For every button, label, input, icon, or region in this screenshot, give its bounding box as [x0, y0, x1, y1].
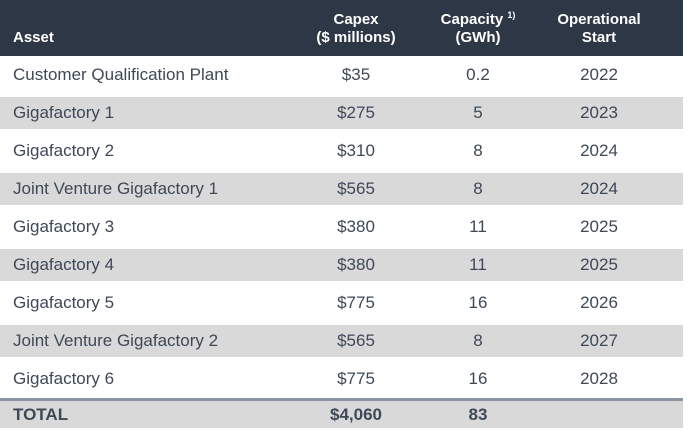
total-start-cell	[537, 398, 683, 428]
capacity-cell: 5	[419, 94, 537, 132]
asset-cell: Joint Venture Gigafactory 1	[0, 170, 293, 208]
table-row: Joint Venture Gigafactory 2 $565 8 2027	[0, 322, 683, 360]
capacity-cell: 11	[419, 208, 537, 246]
start-cell: 2023	[537, 94, 683, 132]
total-row: TOTAL $4,060 83	[0, 398, 683, 428]
column-header-asset-label: Asset	[13, 29, 54, 47]
capex-cell: $775	[293, 284, 419, 322]
total-capacity-cell: 83	[419, 398, 537, 428]
start-cell: 2025	[537, 246, 683, 284]
column-header-capacity-text: Capacity	[440, 10, 504, 28]
start-cell: 2026	[537, 284, 683, 322]
capex-cell: $35	[293, 56, 419, 94]
table-row: Gigafactory 2 $310 8 2024	[0, 132, 683, 170]
total-capex-cell: $4,060	[293, 398, 419, 428]
start-cell: 2022	[537, 56, 683, 94]
column-header-capacity-line1: Capacity 1)	[419, 9, 537, 30]
column-header-capex-line1: Capex	[333, 10, 379, 28]
table-row: Gigafactory 5 $775 16 2026	[0, 284, 683, 322]
asset-cell: Customer Qualification Plant	[0, 56, 293, 94]
start-cell: 2024	[537, 170, 683, 208]
table-row: Joint Venture Gigafactory 1 $565 8 2024	[0, 170, 683, 208]
start-cell: 2025	[537, 208, 683, 246]
header-row: Asset Capex ($ millions) Capacity 1) (GW…	[0, 0, 683, 56]
column-header-asset: Asset	[0, 0, 293, 56]
asset-cell: Gigafactory 1	[0, 94, 293, 132]
capex-cell: $275	[293, 94, 419, 132]
table-row: Gigafactory 1 $275 5 2023	[0, 94, 683, 132]
column-header-capacity: Capacity 1) (GWh)	[419, 0, 537, 56]
asset-cell: Gigafactory 2	[0, 132, 293, 170]
capex-cell: $565	[293, 322, 419, 360]
capex-cell: $310	[293, 132, 419, 170]
table-row: Gigafactory 4 $380 11 2025	[0, 246, 683, 284]
asset-cell: Joint Venture Gigafactory 2	[0, 322, 293, 360]
start-cell: 2024	[537, 132, 683, 170]
footnote-marker: 1)	[507, 9, 516, 20]
asset-cell: Gigafactory 5	[0, 284, 293, 322]
asset-cell: Gigafactory 3	[0, 208, 293, 246]
column-header-capacity-line2: (GWh)	[455, 29, 501, 47]
capex-cell: $565	[293, 170, 419, 208]
column-header-capex: Capex ($ millions)	[293, 0, 419, 56]
table-row: Gigafactory 3 $380 11 2025	[0, 208, 683, 246]
start-cell: 2028	[537, 360, 683, 398]
capacity-cell: 8	[419, 132, 537, 170]
capex-capacity-table: Asset Capex ($ millions) Capacity 1) (GW…	[0, 0, 683, 428]
start-cell: 2027	[537, 322, 683, 360]
capex-cell: $380	[293, 246, 419, 284]
capacity-cell: 11	[419, 246, 537, 284]
capacity-cell: 0.2	[419, 56, 537, 94]
total-label-cell: TOTAL	[0, 398, 293, 428]
capex-capacity-table-container: Asset Capex ($ millions) Capacity 1) (GW…	[0, 0, 683, 428]
asset-cell: Gigafactory 6	[0, 360, 293, 398]
capacity-cell: 16	[419, 360, 537, 398]
asset-cell: Gigafactory 4	[0, 246, 293, 284]
capacity-cell: 8	[419, 170, 537, 208]
capex-cell: $775	[293, 360, 419, 398]
capacity-cell: 16	[419, 284, 537, 322]
column-header-operational-line2: Start	[581, 29, 617, 47]
column-header-operational-line1: Operational	[557, 10, 641, 28]
column-header-operational-start: Operational Start	[537, 0, 683, 56]
capacity-cell: 8	[419, 322, 537, 360]
column-header-capex-line2: ($ millions)	[316, 29, 396, 47]
capex-cell: $380	[293, 208, 419, 246]
table-row: Gigafactory 6 $775 16 2028	[0, 360, 683, 398]
table-row: Customer Qualification Plant $35 0.2 202…	[0, 56, 683, 94]
